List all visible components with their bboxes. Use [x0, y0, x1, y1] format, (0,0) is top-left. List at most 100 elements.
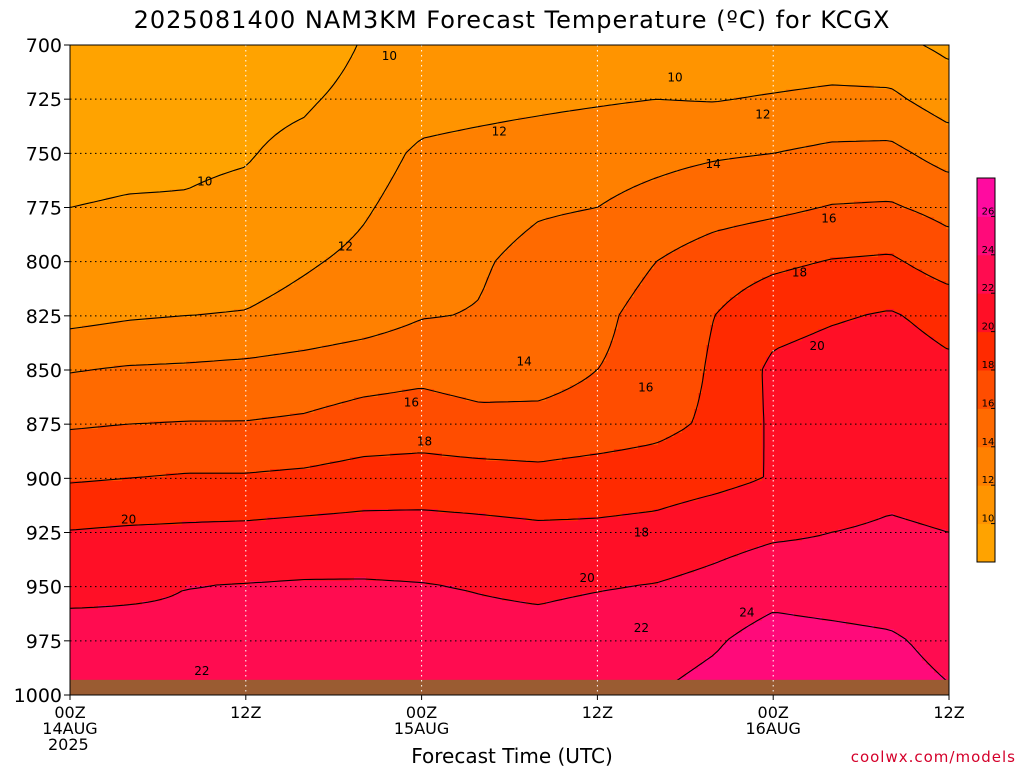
field-cell: [82, 329, 87, 334]
field-cell: [74, 213, 79, 218]
field-cell: [78, 421, 83, 426]
field-cell: [74, 585, 79, 590]
field-cell: [74, 349, 79, 354]
field-cell: [86, 653, 91, 658]
field-cell: [94, 93, 99, 98]
field-cell: [70, 521, 75, 526]
field-cell: [102, 145, 107, 150]
field-cell: [70, 561, 75, 566]
field-cell: [82, 173, 87, 178]
field-cell: [78, 241, 83, 246]
field-cell: [86, 529, 91, 534]
field-cell: [90, 657, 95, 662]
field-cell: [90, 257, 95, 262]
field-cell: [94, 229, 99, 234]
field-cell: [90, 449, 95, 454]
field-cell: [82, 621, 87, 626]
field-cell: [86, 573, 91, 578]
field-cell: [98, 265, 103, 270]
field-cell: [70, 101, 75, 106]
field-cell: [74, 317, 79, 322]
field-cell: [82, 501, 87, 506]
field-cell: [74, 185, 79, 190]
field-cell: [74, 169, 79, 174]
field-cell: [90, 365, 95, 370]
field-cell: [78, 69, 83, 74]
field-cell: [86, 257, 91, 262]
field-cell: [94, 449, 99, 454]
field-cell: [98, 337, 103, 342]
field-cell: [94, 549, 99, 554]
field-cell: [74, 289, 79, 294]
field-cell: [86, 65, 91, 70]
field-cell: [86, 197, 91, 202]
field-cell: [90, 253, 95, 258]
field-cell: [98, 273, 103, 278]
field-cell: [74, 217, 79, 222]
field-cell: [70, 585, 75, 590]
field-cell: [74, 613, 79, 618]
field-cell: [86, 305, 91, 310]
field-cell: [74, 161, 79, 166]
field-cell: [74, 145, 79, 150]
field-cell: [94, 489, 99, 494]
field-cell: [78, 433, 83, 438]
field-cell: [94, 669, 99, 674]
field-cell: [70, 517, 75, 522]
field-cell: [78, 549, 83, 554]
field-cell: [94, 277, 99, 282]
field-cell: [86, 513, 91, 518]
field-cell: [94, 233, 99, 238]
field-cell: [78, 449, 83, 454]
field-cell: [78, 457, 83, 462]
field-cell: [74, 421, 79, 426]
field-cell: [98, 193, 103, 198]
field-cell: [74, 105, 79, 110]
field-cell: [86, 629, 91, 634]
field-cell: [74, 489, 79, 494]
field-cell: [90, 173, 95, 178]
field-cell: [86, 241, 91, 246]
field-cell: [98, 465, 103, 470]
field-cell: [98, 589, 103, 594]
field-cell: [70, 609, 75, 614]
field-cell: [82, 249, 87, 254]
field-cell: [74, 577, 79, 582]
field-cell: [78, 309, 83, 314]
field-cell: [70, 649, 75, 654]
field-cell: [94, 393, 99, 398]
field-cell: [94, 221, 99, 226]
field-cell: [74, 485, 79, 490]
field-cell: [98, 101, 103, 106]
field-cell: [102, 85, 107, 90]
field-cell: [82, 289, 87, 294]
field-cell: [82, 569, 87, 574]
field-cell: [74, 361, 79, 366]
field-cell: [74, 337, 79, 342]
field-cell: [98, 229, 103, 234]
field-cell: [82, 393, 87, 398]
field-cell: [90, 453, 95, 458]
field-cell: [90, 625, 95, 630]
field-cell: [86, 357, 91, 362]
field-cell: [98, 585, 103, 590]
field-cell: [94, 453, 99, 458]
field-cell: [102, 125, 107, 130]
field-cell: [82, 357, 87, 362]
field-cell: [98, 49, 103, 54]
field-cell: [90, 409, 95, 414]
field-cell: [78, 77, 83, 82]
field-cell: [86, 105, 91, 110]
field-cell: [74, 341, 79, 346]
field-cell: [78, 653, 83, 658]
field-cell: [74, 537, 79, 542]
field-cell: [94, 173, 99, 178]
field-cell: [90, 601, 95, 606]
field-cell: [94, 301, 99, 306]
field-cell: [86, 665, 91, 670]
field-cell: [94, 493, 99, 498]
field-cell: [74, 445, 79, 450]
field-cell: [98, 457, 103, 462]
field-cell: [86, 449, 91, 454]
field-cell: [70, 421, 75, 426]
